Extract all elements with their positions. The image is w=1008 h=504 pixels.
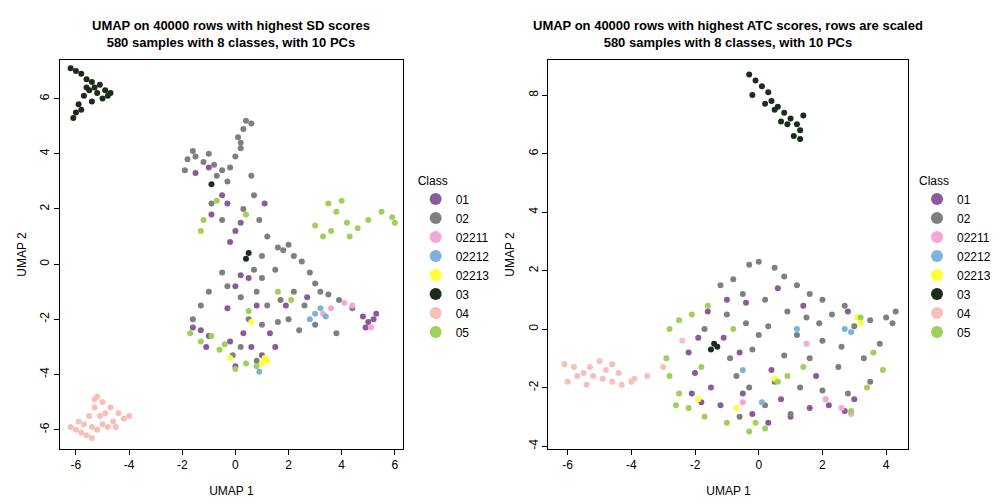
- svg-text:03: 03: [957, 288, 971, 302]
- svg-text:UMAP on 40000 rows with highes: UMAP on 40000 rows with highest SD score…: [92, 18, 370, 50]
- svg-text:2: 2: [819, 458, 826, 472]
- svg-text:6: 6: [38, 93, 52, 100]
- svg-text:-2: -2: [38, 312, 52, 323]
- svg-text:2: 2: [285, 458, 292, 472]
- svg-text:0: 0: [527, 324, 541, 331]
- svg-text:4: 4: [527, 207, 541, 214]
- svg-text:2: 2: [527, 265, 541, 272]
- svg-text:04: 04: [957, 307, 971, 321]
- svg-text:-4: -4: [527, 439, 541, 450]
- svg-text:0: 0: [38, 259, 52, 266]
- svg-text:02212: 02212: [957, 250, 991, 264]
- svg-text:0: 0: [232, 458, 239, 472]
- svg-text:-6: -6: [38, 422, 52, 433]
- svg-text:8: 8: [527, 90, 541, 97]
- svg-text:2: 2: [38, 204, 52, 211]
- svg-text:05: 05: [456, 326, 470, 340]
- svg-text:-4: -4: [124, 458, 135, 472]
- svg-text:6: 6: [527, 148, 541, 155]
- svg-text:-2: -2: [690, 458, 701, 472]
- svg-text:-2: -2: [527, 380, 541, 391]
- svg-text:-6: -6: [71, 458, 82, 472]
- svg-text:03: 03: [456, 288, 470, 302]
- svg-text:02211: 02211: [957, 231, 990, 245]
- svg-text:02211: 02211: [456, 231, 489, 245]
- svg-text:02213: 02213: [957, 269, 991, 283]
- svg-text:01: 01: [957, 193, 971, 207]
- svg-text:6: 6: [391, 458, 398, 472]
- svg-text:-4: -4: [38, 367, 52, 378]
- svg-text:04: 04: [456, 307, 470, 321]
- svg-text:Class: Class: [418, 174, 448, 188]
- svg-text:UMAP 1: UMAP 1: [706, 484, 751, 498]
- svg-text:02213: 02213: [456, 269, 490, 283]
- svg-text:-4: -4: [626, 458, 637, 472]
- svg-text:4: 4: [338, 458, 345, 472]
- svg-text:-2: -2: [177, 458, 188, 472]
- svg-text:4: 4: [883, 458, 890, 472]
- svg-text:4: 4: [38, 148, 52, 155]
- svg-text:02: 02: [456, 212, 470, 226]
- svg-text:-6: -6: [562, 458, 573, 472]
- svg-text:0: 0: [755, 458, 762, 472]
- svg-text:02212: 02212: [456, 250, 490, 264]
- svg-text:02: 02: [957, 212, 971, 226]
- svg-text:UMAP on 40000 rows with highes: UMAP on 40000 rows with highest ATC scor…: [533, 18, 923, 50]
- svg-text:05: 05: [957, 326, 971, 340]
- svg-text:UMAP 2: UMAP 2: [15, 232, 29, 277]
- svg-text:UMAP 1: UMAP 1: [209, 484, 254, 498]
- svg-text:01: 01: [456, 193, 470, 207]
- svg-text:UMAP 2: UMAP 2: [503, 232, 517, 277]
- svg-text:Class: Class: [919, 174, 949, 188]
